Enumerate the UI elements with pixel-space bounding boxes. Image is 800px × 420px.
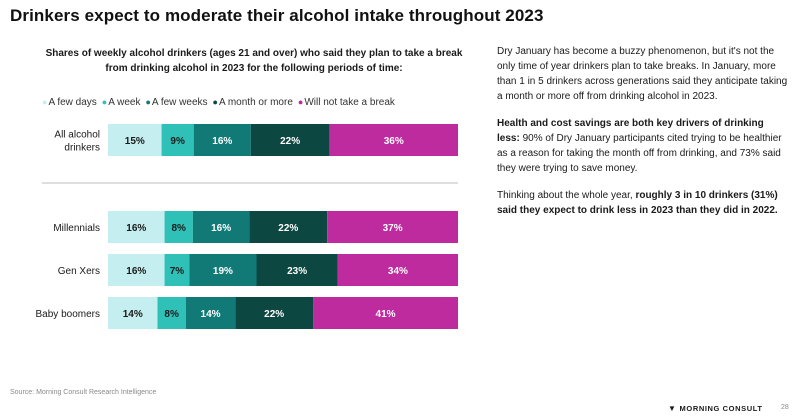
data-label: 23% [287, 266, 307, 277]
bar-segment [327, 211, 458, 243]
category-label: All alcohol drinkers [54, 130, 100, 154]
legend-swatch: ● [297, 97, 304, 107]
legend-swatch: ● [212, 97, 218, 107]
legend-item: ●A few days [42, 97, 97, 108]
bar-segment [189, 254, 257, 286]
legend-label: Will not take a break [304, 97, 395, 108]
bar-segment [193, 124, 251, 156]
bar-segment [108, 254, 165, 286]
legend-item: ●A week [102, 97, 141, 108]
data-label: 9% [170, 136, 185, 147]
data-label: 36% [384, 136, 404, 147]
data-label: 19% [213, 266, 233, 277]
data-label: 34% [388, 266, 408, 277]
brand-name: MORNING CONSULT [679, 404, 763, 413]
source-note: Source: Morning Consult Research Intelli… [10, 389, 157, 396]
legend-label: A few weeks [151, 97, 208, 108]
legend-swatch: ● [101, 97, 108, 107]
data-label: 16% [126, 223, 146, 234]
page-title: Drinkers expect to moderate their alcoho… [10, 6, 544, 25]
bar-segment [250, 124, 330, 156]
legend-item: ●A month or more [213, 97, 293, 108]
legend-label: A month or more [218, 97, 293, 108]
bar-segment [249, 211, 328, 243]
bar-segment [185, 297, 236, 329]
legend-label: A week [108, 97, 141, 108]
bar-segment [161, 124, 194, 156]
data-label: 15% [125, 136, 145, 147]
commentary-highlight: Health and cost savings are both key dri… [497, 118, 764, 144]
category-label: Gen Xers [58, 266, 100, 277]
bar-segment [164, 211, 193, 243]
bar-segment [108, 297, 158, 329]
commentary-text: 90% of Dry January participants cited tr… [497, 133, 782, 174]
bar-segment [313, 297, 458, 329]
chart-legend: ●A few days ●A week ●A few weeks ●A month o… [42, 97, 400, 108]
bar-segment [337, 254, 458, 286]
page-number: 28 [781, 404, 789, 411]
commentary-paragraph-3: Thinking about the whole year, roughly 3… [497, 188, 789, 218]
morning-consult-chevron-icon: ▼ [668, 404, 677, 413]
legend-swatch: ● [145, 97, 151, 107]
data-label: 8% [171, 223, 186, 234]
category-label: Millennials [53, 223, 100, 234]
data-label: 22% [278, 223, 298, 234]
data-label: 14% [123, 309, 143, 320]
commentary-text: Thinking about the whole year, [497, 190, 636, 201]
bar-segment [235, 297, 314, 329]
data-label: 16% [126, 266, 146, 277]
bar-segment [108, 124, 162, 156]
data-label: 22% [264, 309, 284, 320]
legend-item: ●Will not take a break [298, 97, 395, 108]
commentary: Dry January has become a buzzy phenomeno… [497, 44, 789, 230]
data-label: 8% [164, 309, 179, 320]
bar-segment [157, 297, 186, 329]
stacked-bar-chart: All alcohol drinkers 15% 9% 16% 22% 36% Millenn… [36, 124, 458, 329]
data-label: 37% [383, 223, 403, 234]
data-label: 16% [211, 223, 231, 234]
data-label: 7% [170, 266, 185, 277]
data-label: 16% [212, 136, 232, 147]
commentary-paragraph-2: Health and cost savings are both key dri… [497, 116, 789, 176]
legend-swatch: ● [42, 97, 48, 107]
brand-logo: ▼ MORNING CONSULT [668, 404, 763, 413]
data-label: 22% [280, 136, 300, 147]
category-label: Baby boomers [36, 309, 100, 320]
bar-segment [192, 211, 250, 243]
legend-item: ●A few weeks [145, 97, 207, 108]
bar-segment [329, 124, 458, 156]
data-label: 14% [201, 309, 221, 320]
data-label: 41% [376, 309, 396, 320]
commentary-highlight: roughly 3 in 10 drinkers (31%) said they… [497, 190, 778, 216]
legend-label: A few days [48, 97, 97, 108]
bar-segment [256, 254, 338, 286]
bar-segment [108, 211, 165, 243]
commentary-paragraph-1: Dry January has become a buzzy phenomeno… [497, 46, 788, 102]
chart-subtitle: Shares of weekly alcohol drinkers (ages … [45, 48, 463, 74]
bar-segment [164, 254, 190, 286]
